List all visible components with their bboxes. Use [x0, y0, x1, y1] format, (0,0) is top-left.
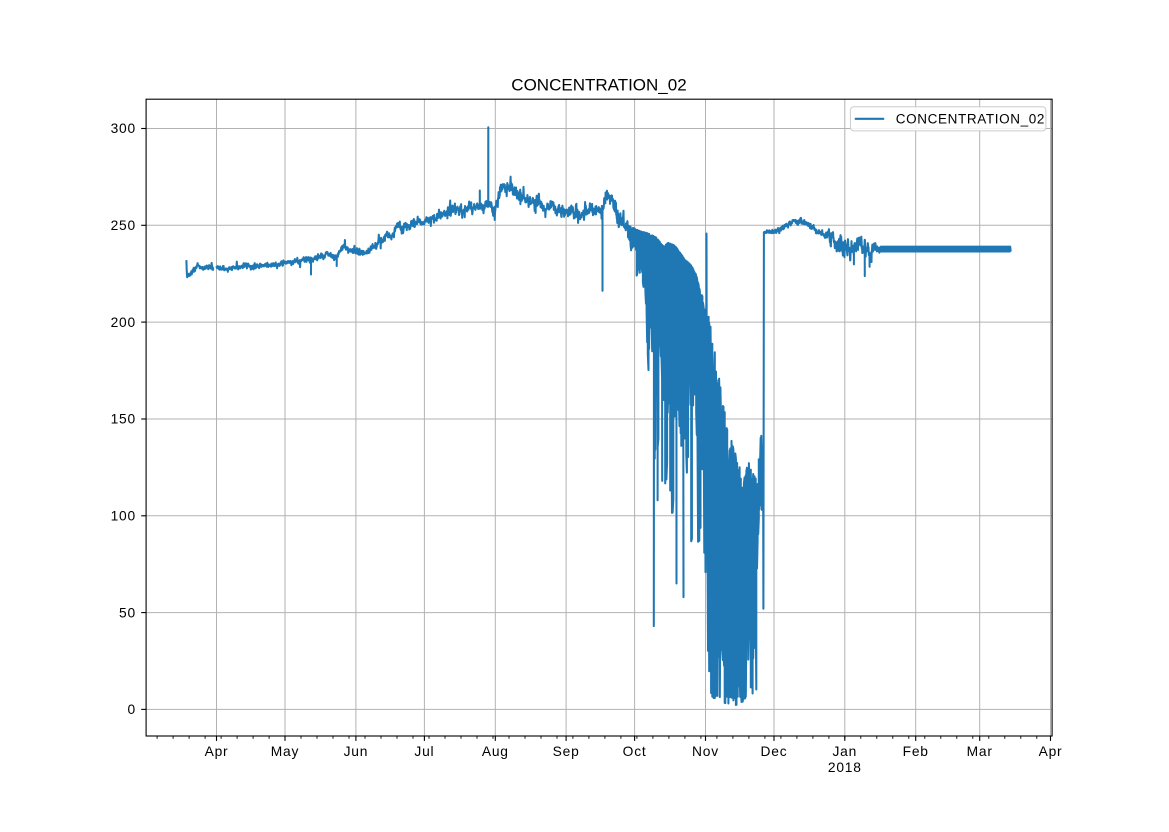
svg-text:Jul: Jul — [414, 744, 434, 759]
svg-text:Jun: Jun — [344, 744, 369, 759]
svg-text:300: 300 — [111, 121, 136, 136]
svg-text:CONCENTRATION_02: CONCENTRATION_02 — [896, 112, 1045, 127]
svg-text:Mar: Mar — [967, 744, 993, 759]
svg-text:150: 150 — [111, 412, 136, 427]
svg-text:Nov: Nov — [692, 744, 719, 759]
svg-text:100: 100 — [111, 509, 136, 524]
svg-text:Apr: Apr — [1039, 744, 1063, 759]
svg-text:250: 250 — [111, 218, 136, 233]
svg-text:Oct: Oct — [623, 744, 647, 759]
svg-text:Apr: Apr — [205, 744, 229, 759]
svg-text:0: 0 — [128, 702, 136, 717]
svg-text:May: May — [271, 744, 299, 759]
svg-text:Jan: Jan — [832, 744, 857, 759]
svg-text:2018: 2018 — [828, 760, 862, 775]
svg-text:Aug: Aug — [482, 744, 509, 759]
svg-text:Sep: Sep — [553, 744, 580, 759]
svg-text:Feb: Feb — [903, 744, 929, 759]
svg-text:200: 200 — [111, 315, 136, 330]
svg-text:Dec: Dec — [761, 744, 788, 759]
svg-text:50: 50 — [119, 605, 136, 620]
svg-text:CONCENTRATION_02: CONCENTRATION_02 — [511, 75, 686, 94]
